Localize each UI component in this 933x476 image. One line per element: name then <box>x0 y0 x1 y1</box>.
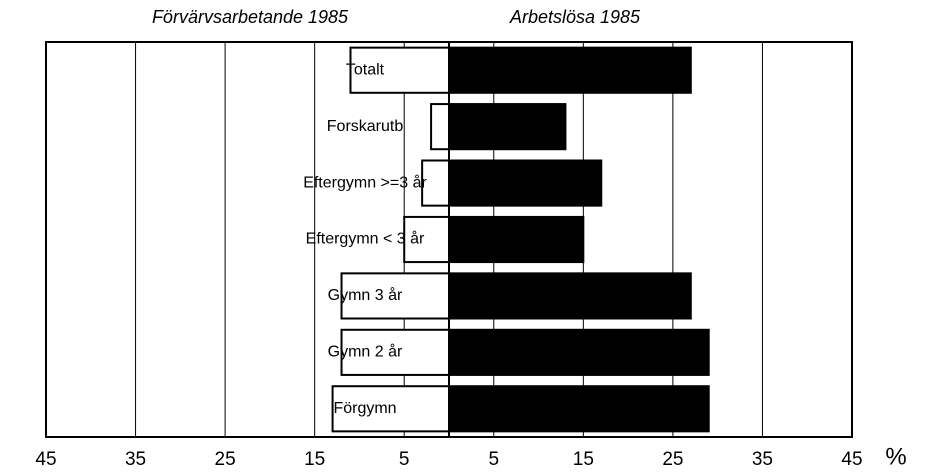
x-tick-label: 35 <box>752 449 773 470</box>
bar <box>340 272 450 320</box>
bar <box>403 215 451 264</box>
category-label: Gymn 2 år <box>328 343 403 361</box>
category-label: Forskarutb <box>327 118 404 135</box>
series-title: Arbetslösa 1985 <box>509 7 641 27</box>
x-tick-label: 15 <box>573 449 594 470</box>
bar <box>448 215 585 264</box>
bar <box>448 159 603 207</box>
bar <box>448 385 710 433</box>
bar <box>340 328 450 376</box>
x-tick-label: 45 <box>841 449 862 470</box>
x-tick-label: 35 <box>125 449 146 470</box>
category-label: Eftergymn < 3 år <box>306 230 425 248</box>
category-label: Gymn 3 år <box>328 286 403 304</box>
category-label: Totalt <box>346 61 385 78</box>
bar <box>448 46 692 94</box>
x-tick-label: 45 <box>35 449 56 470</box>
x-tick-label: 25 <box>662 449 683 470</box>
x-tick-label: 25 <box>215 449 236 470</box>
series-title: Förvärvsarbetande 1985 <box>152 7 349 27</box>
bar <box>448 328 710 376</box>
bar <box>448 272 692 320</box>
bar <box>331 385 451 433</box>
x-tick-label: 5 <box>488 449 499 470</box>
category-label: Förgymn <box>333 400 396 417</box>
bar <box>448 103 567 151</box>
bar <box>430 103 451 151</box>
axis-unit: % <box>885 443 906 470</box>
x-tick-label: 15 <box>304 449 325 470</box>
x-tick-label: 5 <box>399 449 410 470</box>
category-label: Eftergymn >=3 år <box>303 173 427 191</box>
